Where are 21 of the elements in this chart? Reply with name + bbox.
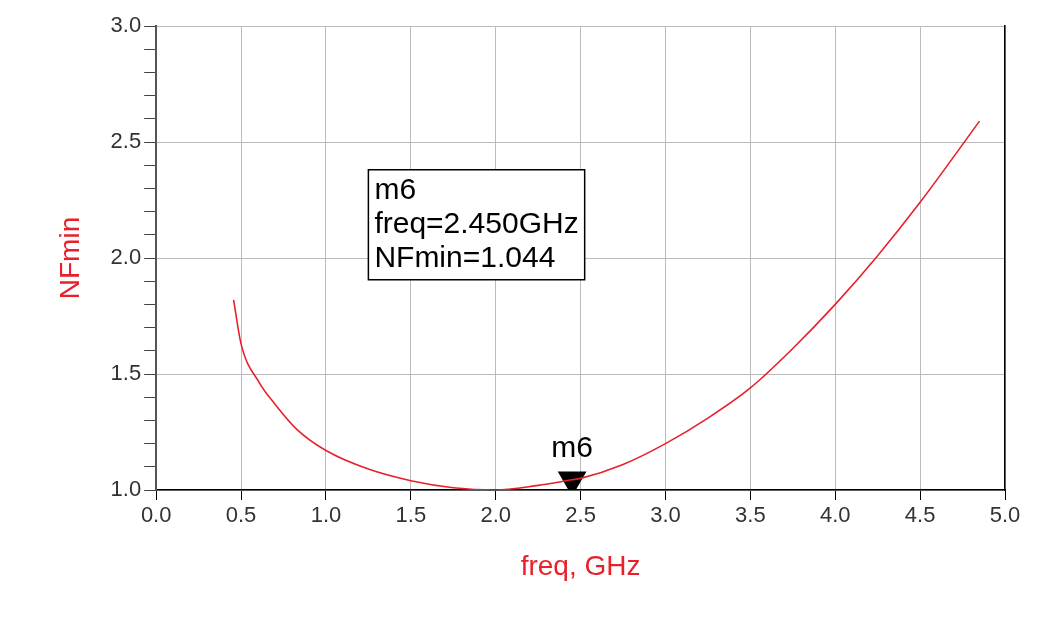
- x-tick-label: 1.5: [395, 502, 427, 528]
- y-tick-label: 2.5: [110, 128, 142, 154]
- x-tick-label: 4.0: [819, 502, 851, 528]
- y-tick-label: 3.0: [110, 12, 142, 38]
- y-tick-label: 1.5: [110, 360, 142, 386]
- x-tick-label: 1.0: [310, 502, 342, 528]
- x-tick-label: 0.0: [140, 502, 172, 528]
- x-tick-label: 3.0: [650, 502, 681, 528]
- x-tick-label: 3.5: [735, 502, 766, 528]
- x-tick-label: 5.0: [989, 502, 1021, 528]
- x-tick-label: 2.0: [480, 502, 512, 528]
- x-tick-label: 0.5: [225, 502, 257, 528]
- y-axis-title: NFmin: [53, 216, 85, 300]
- y-tick-label: 1.0: [110, 476, 142, 502]
- y-tick-label: 2.0: [110, 244, 142, 270]
- annotation: m6 freq=2.450GHz NFmin=1.044: [374, 172, 579, 274]
- line-series: [232, 120, 981, 490]
- x-tick-label: 4.5: [904, 502, 936, 528]
- annotation: m6: [551, 430, 593, 464]
- x-axis-title: freq, GHz: [520, 549, 641, 581]
- x-tick-label: 2.5: [565, 502, 596, 528]
